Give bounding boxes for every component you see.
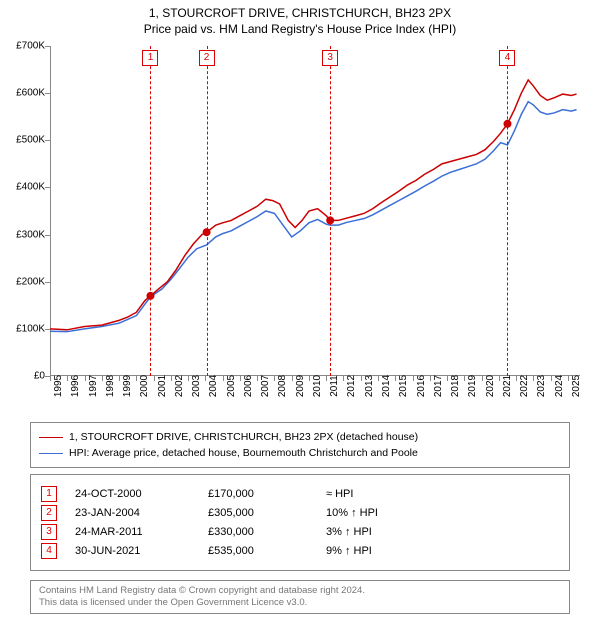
footer-line1: Contains HM Land Registry data © Crown c…: [39, 585, 561, 597]
y-axis-label: £700K: [16, 41, 45, 52]
y-axis-label: £400K: [16, 182, 45, 193]
chart-title-subtitle: Price paid vs. HM Land Registry's House …: [0, 22, 600, 36]
y-axis-label: £300K: [16, 229, 45, 240]
event-price: £305,000: [208, 507, 308, 519]
legend-item-property: 1, STOURCROFT DRIVE, CHRISTCHURCH, BH23 …: [39, 429, 561, 445]
x-axis-label: 2013: [364, 375, 375, 397]
sale-flag-line: [150, 46, 151, 376]
x-axis-label: 1997: [88, 375, 99, 397]
chart-title-address: 1, STOURCROFT DRIVE, CHRISTCHURCH, BH23 …: [0, 6, 600, 20]
legend-swatch-hpi: [39, 453, 63, 454]
x-axis-label: 2003: [191, 375, 202, 397]
event-row: 1 24-OCT-2000 £170,000 ≈ HPI: [41, 486, 559, 502]
x-axis-label: 2009: [295, 375, 306, 397]
event-delta: ≈ HPI: [326, 488, 353, 500]
x-axis-label: 2014: [381, 375, 392, 397]
event-date: 23-JAN-2004: [75, 507, 190, 519]
x-axis-label: 2006: [243, 375, 254, 397]
y-axis-label: £600K: [16, 88, 45, 99]
x-axis-label: 2021: [502, 375, 513, 397]
x-axis-label: 1996: [70, 375, 81, 397]
event-delta: 10% ↑ HPI: [326, 507, 378, 519]
x-axis-label: 2015: [398, 375, 409, 397]
x-axis-label: 2002: [174, 375, 185, 397]
event-flag-icon: 3: [41, 524, 57, 540]
y-axis-label: £200K: [16, 276, 45, 287]
x-axis-label: 2007: [260, 375, 271, 397]
event-price: £170,000: [208, 488, 308, 500]
x-axis-label: 2008: [277, 375, 288, 397]
sale-flag-line: [207, 46, 208, 376]
x-axis-label: 2018: [450, 375, 461, 397]
legend-label-property: 1, STOURCROFT DRIVE, CHRISTCHURCH, BH23 …: [69, 429, 418, 445]
x-axis-label: 2016: [416, 375, 427, 397]
x-axis-label: 1999: [122, 375, 133, 397]
x-axis-label: 2005: [226, 375, 237, 397]
x-axis-label: 2017: [433, 375, 444, 397]
event-flag-icon: 1: [41, 486, 57, 502]
x-axis-label: 2019: [467, 375, 478, 397]
sale-flag-line: [330, 46, 331, 376]
sale-flag-line: [507, 46, 508, 376]
event-price: £330,000: [208, 526, 308, 538]
x-axis-label: 2020: [485, 375, 496, 397]
x-axis-label: 1998: [105, 375, 116, 397]
event-date: 30-JUN-2021: [75, 545, 190, 557]
sale-flag-box: 1: [142, 50, 158, 66]
event-row: 4 30-JUN-2021 £535,000 9% ↑ HPI: [41, 543, 559, 559]
y-axis-label: £500K: [16, 135, 45, 146]
x-axis-label: 2011: [329, 375, 340, 397]
x-axis-label: 2022: [519, 375, 530, 397]
x-axis-label: 2025: [571, 375, 582, 397]
event-flag-icon: 4: [41, 543, 57, 559]
x-axis-label: 2000: [139, 375, 150, 397]
event-date: 24-OCT-2000: [75, 488, 190, 500]
sale-flag-box: 3: [322, 50, 338, 66]
chart-line: [50, 80, 577, 330]
plot-area: £0£100K£200K£300K£400K£500K£600K£700K199…: [50, 46, 580, 376]
y-axis-label: £100K: [16, 323, 45, 334]
x-axis-label: 2010: [312, 375, 323, 397]
footer-line2: This data is licensed under the Open Gov…: [39, 597, 561, 609]
event-delta: 3% ↑ HPI: [326, 526, 372, 538]
event-flag-icon: 2: [41, 505, 57, 521]
event-price: £535,000: [208, 545, 308, 557]
x-axis-label: 2004: [208, 375, 219, 397]
x-axis-label: 2023: [536, 375, 547, 397]
x-axis-label: 1995: [53, 375, 64, 397]
chart-container: 1, STOURCROFT DRIVE, CHRISTCHURCH, BH23 …: [0, 0, 600, 620]
legend-item-hpi: HPI: Average price, detached house, Bour…: [39, 445, 561, 461]
x-axis-label: 2012: [346, 375, 357, 397]
event-date: 24-MAR-2011: [75, 526, 190, 538]
events-table: 1 24-OCT-2000 £170,000 ≈ HPI 2 23-JAN-20…: [30, 474, 570, 571]
x-axis-label: 2024: [554, 375, 565, 397]
legend-swatch-property: [39, 437, 63, 438]
sale-flag-box: 4: [499, 50, 515, 66]
legend-label-hpi: HPI: Average price, detached house, Bour…: [69, 445, 418, 461]
sale-flag-box: 2: [199, 50, 215, 66]
footer-licence: Contains HM Land Registry data © Crown c…: [30, 580, 570, 614]
x-axis-label: 2001: [157, 375, 168, 397]
event-row: 3 24-MAR-2011 £330,000 3% ↑ HPI: [41, 524, 559, 540]
event-row: 2 23-JAN-2004 £305,000 10% ↑ HPI: [41, 505, 559, 521]
y-axis-label: £0: [34, 371, 45, 382]
legend: 1, STOURCROFT DRIVE, CHRISTCHURCH, BH23 …: [30, 422, 570, 468]
event-delta: 9% ↑ HPI: [326, 545, 372, 557]
plot-svg: [50, 46, 580, 376]
chart-titles: 1, STOURCROFT DRIVE, CHRISTCHURCH, BH23 …: [0, 0, 600, 36]
